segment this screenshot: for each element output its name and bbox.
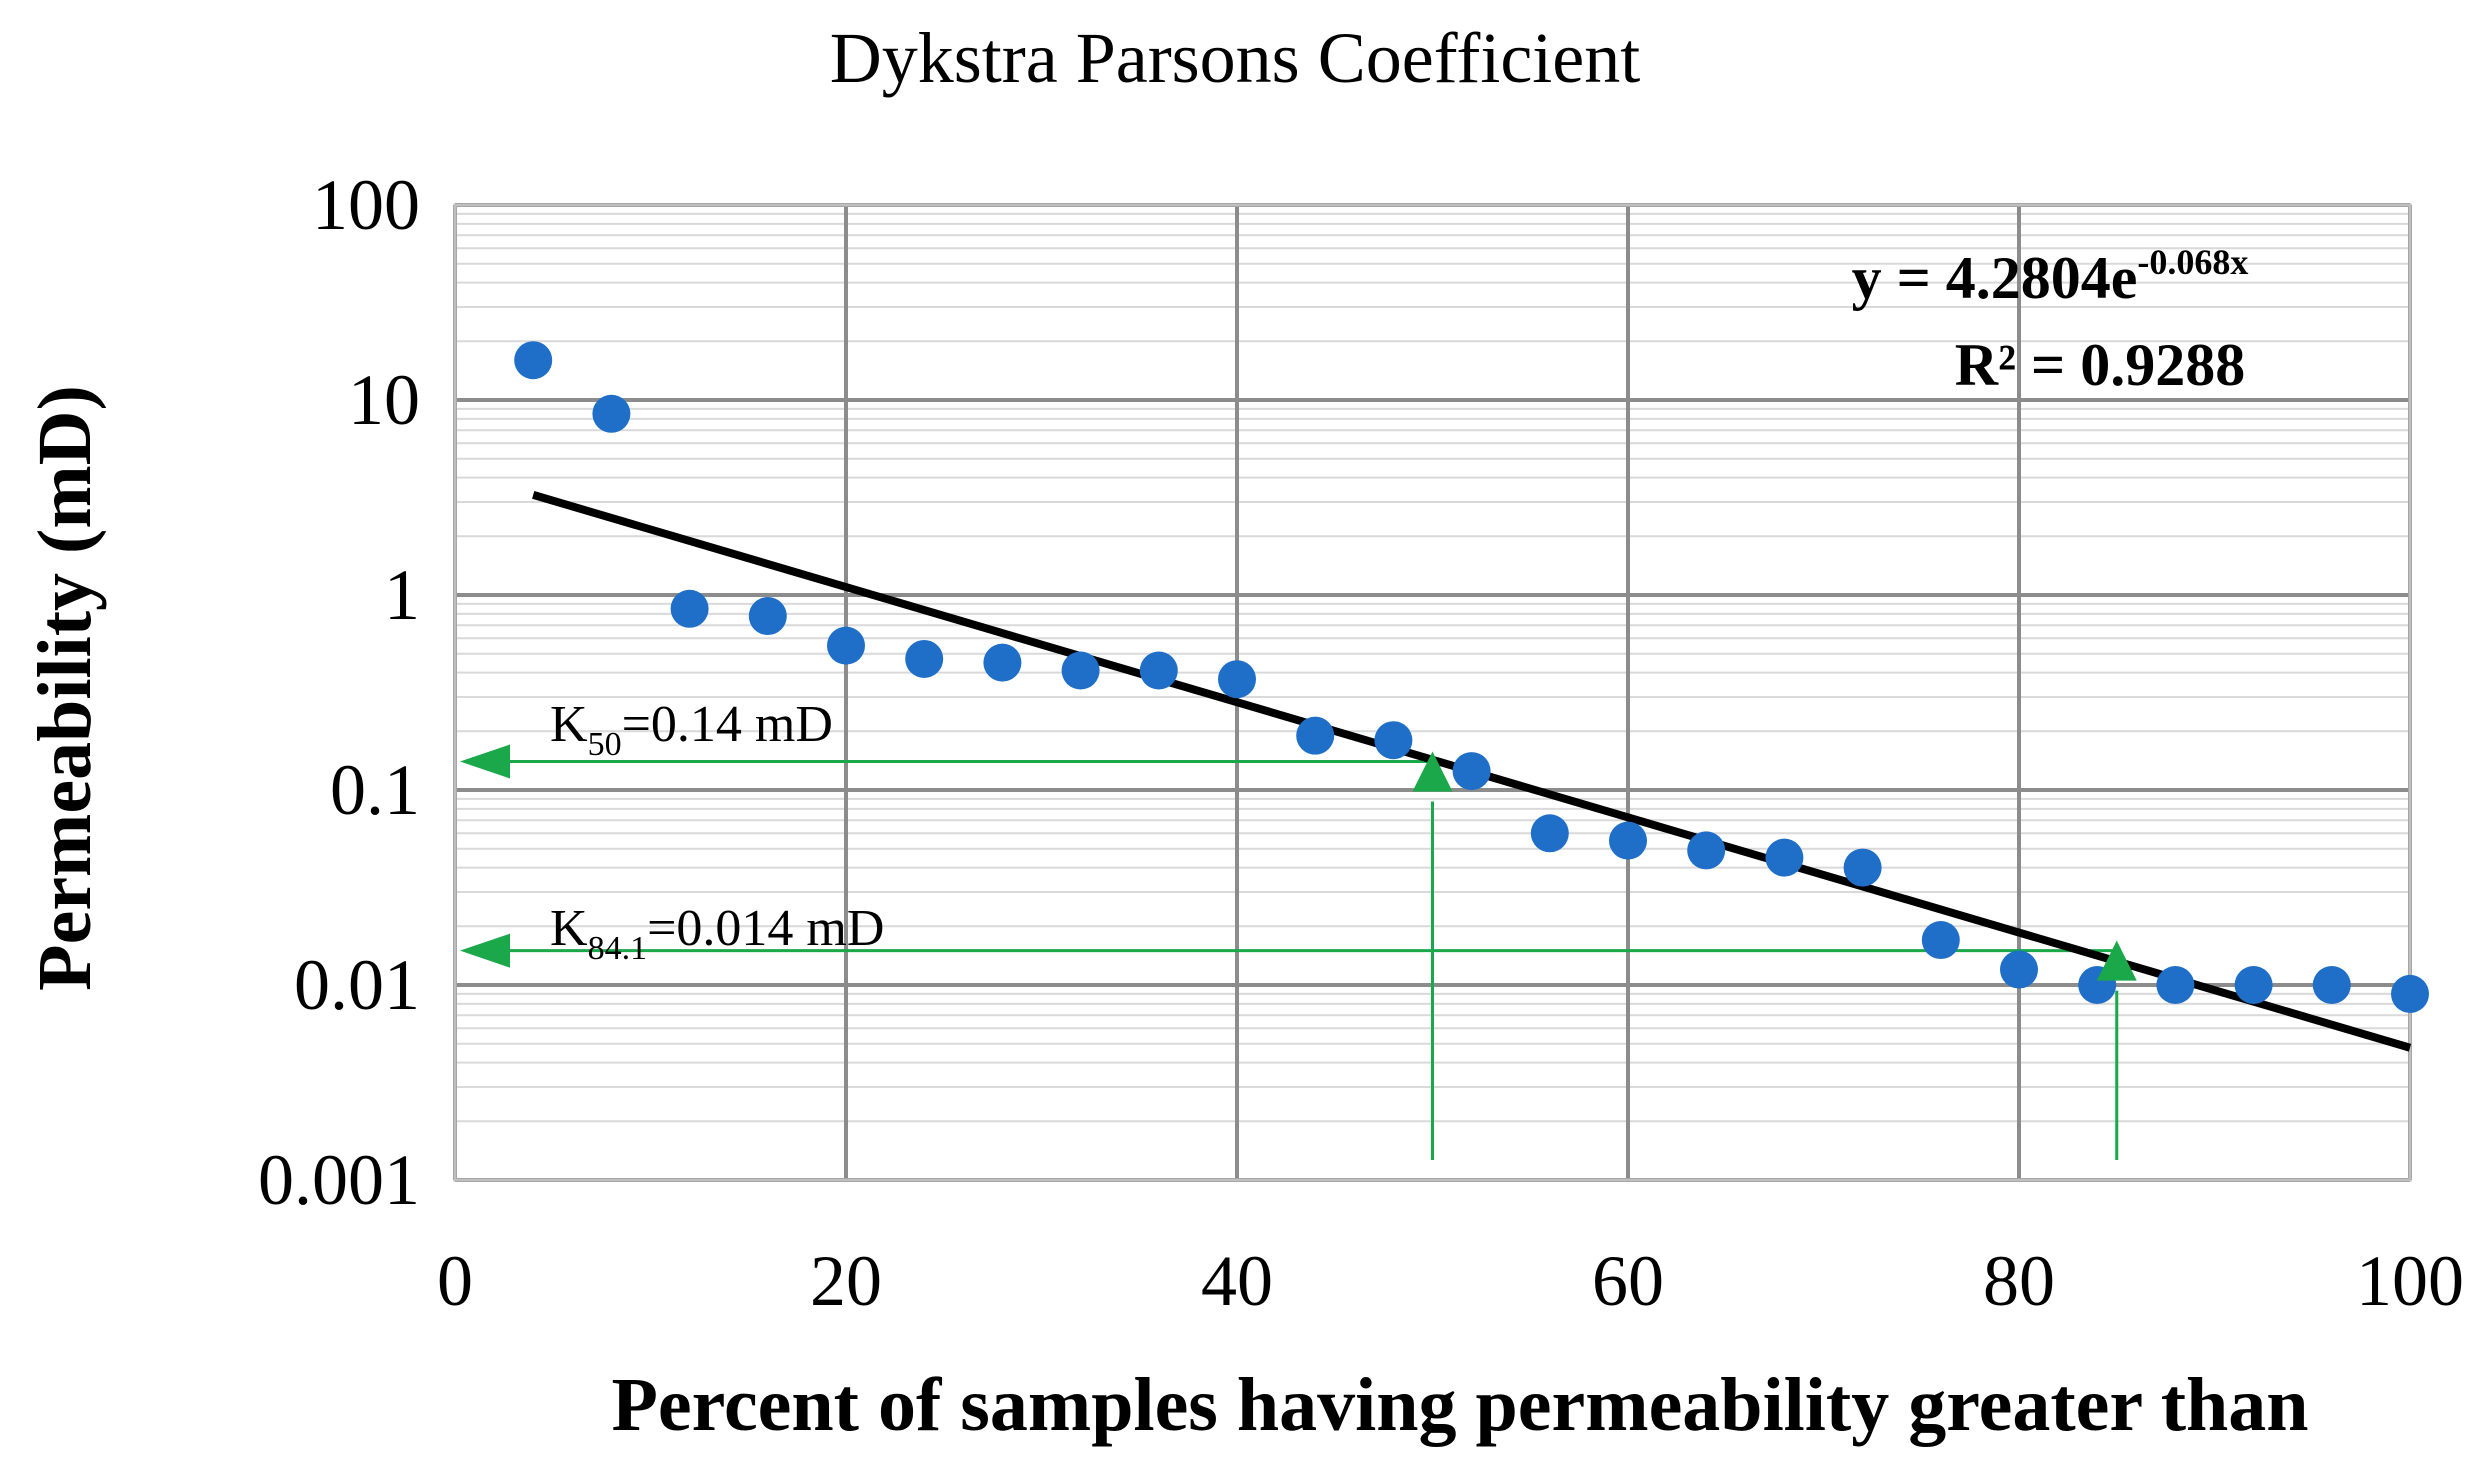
- y-axis-ticks: 0.001 0.01 0.1 1 10 100: [258, 165, 420, 1220]
- x-tick-label: 0: [437, 1241, 473, 1321]
- y-axis-label: Permeability (mD): [23, 385, 107, 991]
- annotation-markers: [460, 744, 2137, 981]
- annotation-lines: [510, 760, 2119, 1160]
- k84-value: =0.014 mD: [647, 900, 884, 957]
- x-tick-label: 20: [810, 1241, 882, 1321]
- data-point: [983, 643, 1022, 682]
- data-point: [2234, 966, 2273, 1004]
- data-point: [1843, 848, 1882, 887]
- data-point: [1921, 921, 1960, 960]
- y-tick-label: 0.001: [258, 1140, 420, 1220]
- y-tick-label: 0.1: [330, 750, 420, 830]
- k50-subscript: 50: [588, 726, 622, 763]
- data-point: [748, 597, 787, 636]
- k50-symbol: K: [550, 696, 588, 753]
- data-point: [592, 394, 631, 433]
- data-point: [1061, 651, 1100, 690]
- plot-area-border: [453, 203, 2412, 1182]
- trendline-equation: y = 4.2804e-0.068x: [1852, 242, 2249, 311]
- data-point: [1530, 814, 1569, 853]
- y-tick-label: 100: [312, 165, 420, 245]
- k50-arrowhead: [460, 744, 510, 779]
- data-point: [1687, 831, 1726, 870]
- x-tick-label: 40: [1201, 1241, 1273, 1321]
- data-point: [2312, 966, 2351, 1004]
- x-tick-label: 60: [1592, 1241, 1664, 1321]
- data-point: [670, 589, 709, 628]
- data-point: [1452, 752, 1491, 791]
- data-point: [1139, 651, 1178, 690]
- k84-triangle-marker: [2096, 940, 2137, 981]
- data-point: [905, 639, 944, 678]
- k84-arrowhead: [460, 933, 510, 968]
- data-point: [1296, 716, 1335, 755]
- x-tick-label: 100: [2356, 1241, 2464, 1321]
- y-tick-label: 1: [384, 555, 420, 635]
- k84-label: K84.1=0.014 mD: [550, 900, 884, 967]
- data-point: [1374, 721, 1413, 760]
- k84-symbol: K: [550, 900, 588, 957]
- equation-exponent: -0.068x: [2137, 242, 2248, 282]
- data-point: [827, 626, 865, 665]
- data-point: [1765, 838, 1804, 877]
- x-axis-ticks: 0 20 40 60 80 100: [437, 1241, 2464, 1321]
- data-point: [2391, 974, 2429, 1013]
- r-squared: R² = 0.9288: [1955, 332, 2246, 398]
- x-tick-label: 80: [1983, 1241, 2055, 1321]
- data-point: [1218, 660, 1256, 699]
- k50-value: =0.14 mD: [622, 696, 833, 753]
- data-point: [514, 341, 553, 380]
- data-point: [1609, 821, 1647, 860]
- k50-label: K50=0.14 mD: [550, 696, 833, 763]
- y-tick-label: 10: [348, 360, 420, 440]
- k50-triangle-marker: [1412, 751, 1453, 792]
- x-axis-label: Percent of samples having permeability g…: [611, 1363, 2308, 1447]
- y-tick-label: 0.01: [294, 945, 420, 1025]
- chart-title: Dykstra Parsons Coefficient: [830, 18, 1641, 98]
- equation-prefix: y = 4.2804e: [1852, 245, 2138, 311]
- k84-subscript: 84.1: [588, 930, 648, 967]
- data-point: [2156, 966, 2195, 1004]
- data-point: [2000, 950, 2038, 989]
